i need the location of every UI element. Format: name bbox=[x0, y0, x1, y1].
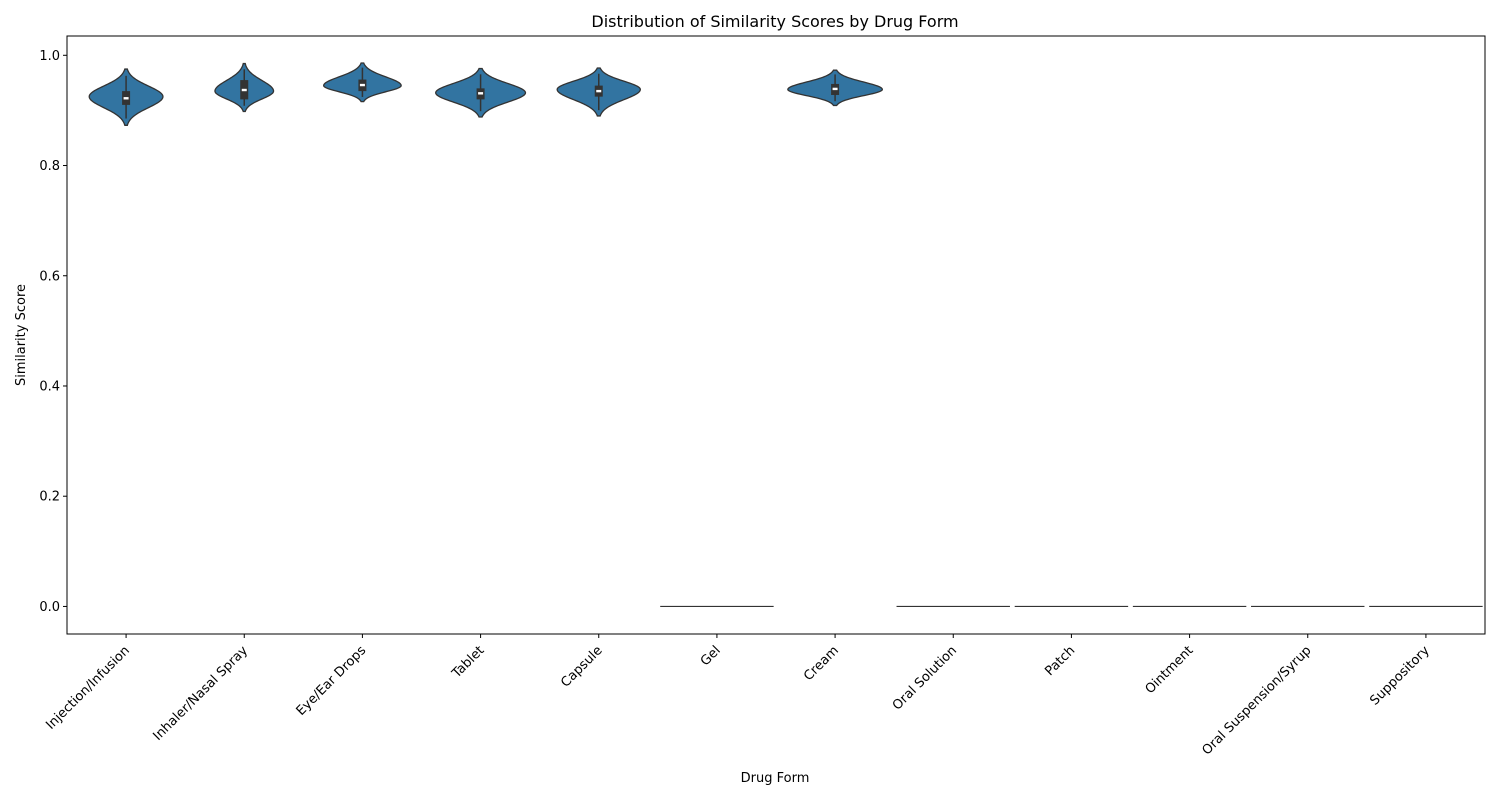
x-tick-label: Inhaler/Nasal Spray bbox=[150, 643, 251, 744]
violin bbox=[322, 62, 402, 103]
x-tick-label: Oral Suspension/Syrup bbox=[1199, 643, 1314, 758]
violin-median bbox=[596, 89, 602, 93]
violin-median bbox=[359, 83, 365, 87]
x-tick-label: Gel bbox=[698, 643, 724, 669]
x-tick-label: Eye/Ear Drops bbox=[294, 643, 370, 719]
violin-median bbox=[478, 92, 484, 95]
plot-area bbox=[88, 62, 1483, 608]
x-axis: Injection/Infusion Inhaler/Nasal Spray Eye… bbox=[43, 634, 1433, 758]
violin-median bbox=[123, 97, 129, 100]
x-tick-label: Cream bbox=[801, 643, 842, 684]
x-axis-label: Drug Form bbox=[741, 771, 810, 786]
violin bbox=[88, 68, 164, 126]
x-tick-label: Ointment bbox=[1143, 643, 1197, 697]
y-tick-label: 0.8 bbox=[39, 159, 60, 174]
y-tick-label: 0.2 bbox=[39, 490, 60, 505]
x-tick-label: Suppository bbox=[1367, 643, 1433, 709]
y-tick-label: 0.4 bbox=[39, 379, 60, 394]
violin-median bbox=[832, 87, 838, 91]
x-tick-label: Injection/Infusion bbox=[43, 643, 133, 733]
y-axis-label: Similarity Score bbox=[14, 284, 29, 386]
plot-frame bbox=[66, 35, 1486, 635]
chart-title: Distribution of Similarity Scores by Dru… bbox=[591, 12, 958, 31]
x-tick-label: Tablet bbox=[449, 643, 488, 682]
x-tick-label: Patch bbox=[1042, 643, 1078, 679]
violin-median bbox=[241, 88, 247, 92]
y-tick-label: 0.0 bbox=[39, 600, 60, 615]
y-tick-label: 1.0 bbox=[39, 49, 60, 64]
y-axis: 0.0 0.2 0.4 0.6 0.8 1.0 bbox=[39, 49, 67, 615]
violin bbox=[435, 67, 527, 118]
y-tick-label: 0.6 bbox=[39, 269, 60, 284]
violin bbox=[556, 67, 642, 117]
violin bbox=[787, 69, 884, 107]
x-tick-label: Oral Solution bbox=[890, 643, 960, 713]
x-tick-label: Capsule bbox=[558, 643, 605, 690]
violin bbox=[214, 62, 275, 113]
